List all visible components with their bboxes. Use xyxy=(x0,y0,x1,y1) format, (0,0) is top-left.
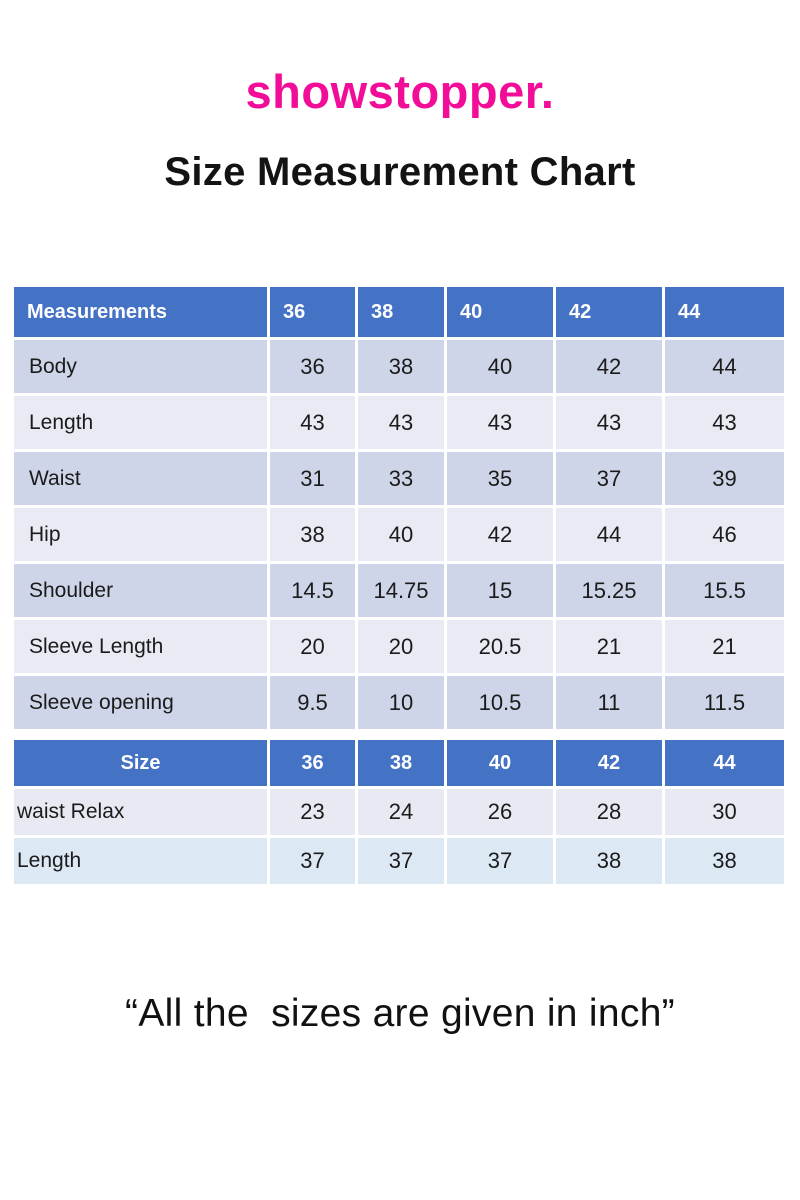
header-cell: 44 xyxy=(665,740,784,786)
row-label-cell: Shoulder xyxy=(14,564,267,617)
value-cell: 26 xyxy=(447,789,553,835)
header-cell: 36 xyxy=(270,287,355,337)
value-cell: 14.5 xyxy=(270,564,355,617)
value-cell: 39 xyxy=(665,452,784,505)
value-cell: 31 xyxy=(270,452,355,505)
value-cell: 28 xyxy=(556,789,662,835)
header-cell: 42 xyxy=(556,740,662,786)
row-label-cell: Sleeve Length xyxy=(14,620,267,673)
header-cell: 40 xyxy=(447,740,553,786)
value-cell: 37 xyxy=(447,838,553,884)
value-cell: 43 xyxy=(665,396,784,449)
value-cell: 35 xyxy=(447,452,553,505)
value-cell: 11 xyxy=(556,676,662,729)
value-cell: 15.5 xyxy=(665,564,784,617)
value-cell: 33 xyxy=(358,452,444,505)
value-cell: 38 xyxy=(556,838,662,884)
value-cell: 10.5 xyxy=(447,676,553,729)
value-cell: 21 xyxy=(665,620,784,673)
value-cell: 20 xyxy=(358,620,444,673)
value-cell: 30 xyxy=(665,789,784,835)
value-cell: 38 xyxy=(270,508,355,561)
value-cell: 43 xyxy=(270,396,355,449)
row-label-cell: Sleeve opening xyxy=(14,676,267,729)
value-cell: 43 xyxy=(447,396,553,449)
row-label-cell: Body xyxy=(14,340,267,393)
brand-logo: showstopper. xyxy=(245,65,555,118)
value-cell: 36 xyxy=(270,340,355,393)
measurements-table: Measurements 36 38 40 42 44 Body 36 38 40 42 44 Leng… xyxy=(14,287,786,729)
value-cell: 42 xyxy=(447,508,553,561)
value-cell: 42 xyxy=(556,340,662,393)
header-cell: 42 xyxy=(556,287,662,337)
value-cell: 23 xyxy=(270,789,355,835)
value-cell: 38 xyxy=(665,838,784,884)
header-cell: 38 xyxy=(358,287,444,337)
size-table: Size 36 38 40 42 44 waist Relax 23 24 26 28 30 Lengt… xyxy=(14,740,786,884)
header-cell: Size xyxy=(14,740,267,786)
value-cell: 37 xyxy=(556,452,662,505)
value-cell: 37 xyxy=(270,838,355,884)
header-cell: Measurements xyxy=(14,287,267,337)
value-cell: 44 xyxy=(665,340,784,393)
value-cell: 15.25 xyxy=(556,564,662,617)
row-label-cell: Length xyxy=(14,838,267,884)
value-cell: 20 xyxy=(270,620,355,673)
row-label-cell: Waist xyxy=(14,452,267,505)
value-cell: 44 xyxy=(556,508,662,561)
value-cell: 46 xyxy=(665,508,784,561)
value-cell: 14.75 xyxy=(358,564,444,617)
row-label-cell: waist Relax xyxy=(14,789,267,835)
row-label-cell: Hip xyxy=(14,508,267,561)
header-cell: 44 xyxy=(665,287,784,337)
value-cell: 40 xyxy=(447,340,553,393)
row-label-cell: Length xyxy=(14,396,267,449)
header-cell: 36 xyxy=(270,740,355,786)
value-cell: 43 xyxy=(358,396,444,449)
value-cell: 21 xyxy=(556,620,662,673)
value-cell: 40 xyxy=(358,508,444,561)
header-cell: 38 xyxy=(358,740,444,786)
units-note: “All the sizes are given in inch” xyxy=(125,992,675,1035)
value-cell: 11.5 xyxy=(665,676,784,729)
value-cell: 24 xyxy=(358,789,444,835)
value-cell: 15 xyxy=(447,564,553,617)
value-cell: 37 xyxy=(358,838,444,884)
value-cell: 9.5 xyxy=(270,676,355,729)
value-cell: 43 xyxy=(556,396,662,449)
value-cell: 20.5 xyxy=(447,620,553,673)
page-title: Size Measurement Chart xyxy=(164,150,636,194)
header-cell: 40 xyxy=(447,287,553,337)
value-cell: 38 xyxy=(358,340,444,393)
value-cell: 10 xyxy=(358,676,444,729)
